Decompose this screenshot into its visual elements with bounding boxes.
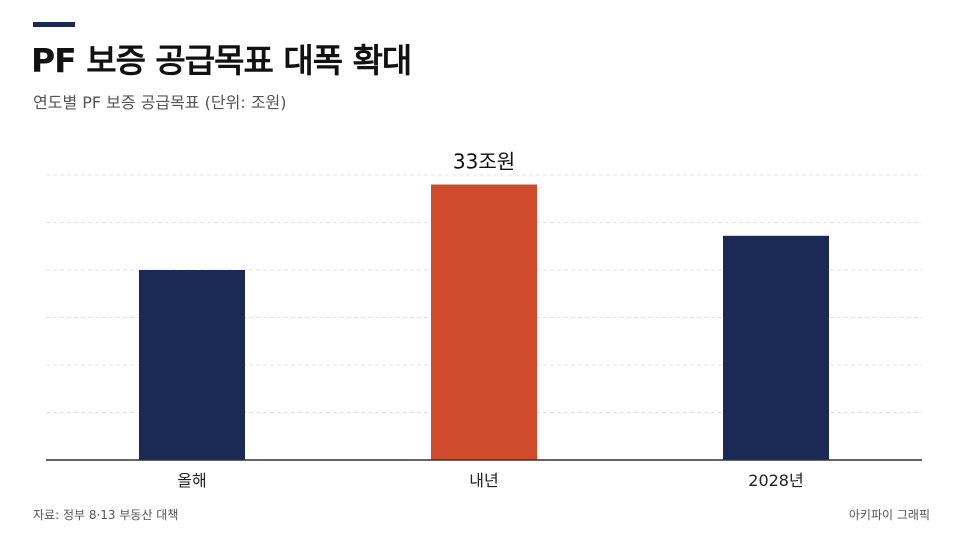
source-note: 자료: 정부 8·13 부동산 대책 bbox=[33, 508, 179, 522]
x-tick-label: 내년 bbox=[469, 471, 498, 490]
page-subtitle: 연도별 PF 보증 공급목표 (단위: 조원) bbox=[33, 93, 287, 112]
bar-2 bbox=[723, 235, 829, 460]
page-title: PF 보증 공급목표 대폭 확대 bbox=[31, 41, 412, 80]
bar-0 bbox=[139, 270, 245, 460]
graphic-credit: 아키파이 그래픽 bbox=[848, 508, 930, 522]
x-tick-label: 2028년 bbox=[748, 471, 803, 490]
x-tick-label: 올해 bbox=[177, 471, 206, 490]
title-accent-bar bbox=[33, 22, 75, 27]
data-label: 33조원 bbox=[453, 150, 515, 174]
bar-1 bbox=[431, 184, 537, 460]
